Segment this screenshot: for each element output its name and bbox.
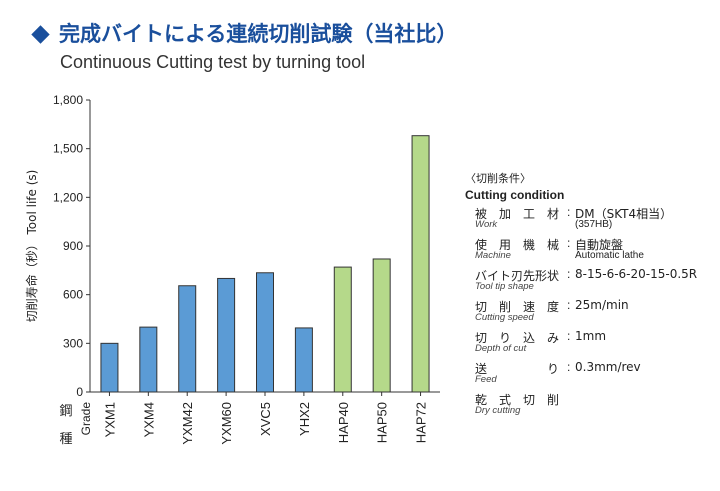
y-tick-label: 900 (63, 239, 83, 253)
x-tick-label: HAP40 (336, 402, 351, 443)
x-tick-label: YXM60 (219, 402, 234, 445)
x-tick-label: YHX2 (297, 402, 312, 436)
condition-colon: : (567, 329, 571, 343)
condition-value: 自動旋盤 (575, 238, 624, 252)
page-subtitle: Continuous Cutting test by turning tool (60, 52, 366, 72)
cutting-conditions-panel: 〈切削条件〉 Cutting condition 被 加 工 材 Work DM（S… (465, 170, 715, 422)
condition-colon: : (567, 205, 571, 219)
y-tick-label: 1,500 (53, 142, 83, 156)
y-axis-label: 切削寿命（秒） Tool life (s) (24, 170, 39, 323)
condition-label-en: Dry cutting (475, 405, 521, 416)
x-axis-label-en: Grade (79, 402, 93, 436)
condition-colon: : (567, 236, 571, 250)
condition-label-en: Machine (475, 250, 511, 261)
y-tick-label: 300 (63, 336, 83, 350)
bar (139, 326, 158, 393)
title-jp-text: 完成バイトによる連続切削試験（当社比） (59, 22, 458, 46)
condition-row: 乾 式 切 削 Dry cutting (465, 391, 715, 422)
condition-value: 8-15-6-6-20-15-0.5R (575, 267, 698, 281)
condition-label-jp: 被 加 工 材 (475, 207, 560, 221)
condition-label-jp: 切 り 込 み (475, 331, 560, 345)
bar (178, 285, 197, 393)
condition-label-en: Feed (475, 374, 497, 385)
condition-label-en: Cutting speed (475, 312, 534, 323)
condition-label-jp: 送 り (475, 362, 560, 376)
conditions-heading-en: Cutting condition (465, 188, 565, 202)
condition-row: 切 削 速 度 Cutting speed 25m/min: (465, 298, 715, 329)
condition-colon: : (567, 298, 571, 312)
x-tick-label: XVC5 (258, 402, 273, 436)
bar (411, 135, 430, 393)
condition-colon: : (567, 267, 571, 281)
condition-label-en: Work (475, 219, 498, 230)
condition-row: 切 り 込 み Depth of cut 1mm: (465, 329, 715, 360)
condition-label-en: Tool tip shape (475, 281, 534, 292)
x-tick-label: HAP72 (414, 402, 429, 443)
y-tick-label: 1,200 (53, 190, 83, 204)
condition-value: DM（SKT4相当） (575, 207, 673, 221)
x-tick-label: YXM42 (180, 402, 195, 445)
condition-value: 0.3mm/rev (575, 360, 641, 374)
bar (217, 277, 236, 393)
y-tick-label: 1,800 (53, 93, 83, 107)
condition-row: 使 用 機 械 Machine 自動旋盤 Automatic lathe: (465, 236, 715, 267)
condition-label-jp: 乾 式 切 削 (475, 393, 560, 407)
bar (100, 342, 119, 393)
condition-value: 1mm (575, 329, 607, 343)
condition-value: 25m/min (575, 298, 629, 312)
condition-label-en: Depth of cut (475, 343, 527, 354)
conditions-heading-jp: 〈切削条件〉 (465, 172, 531, 185)
bar (294, 327, 313, 393)
condition-label-jp: 切 削 速 度 (475, 300, 560, 314)
x-axis-label-jp-char: 鋼 (59, 404, 72, 419)
condition-label-jp: 使 用 機 械 (475, 238, 560, 252)
y-tick-label: 0 (76, 385, 83, 399)
x-axis-label-jp-char: 種 (59, 431, 72, 447)
bar (372, 258, 391, 393)
condition-row: バイト刃先形状 Tool tip shape 8-15-6-6-20-15-0.5R… (465, 267, 715, 298)
x-tick-label: YXM1 (102, 402, 117, 437)
condition-row: 送 り Feed 0.3mm/rev: (465, 360, 715, 391)
y-tick-label: 600 (63, 288, 83, 302)
condition-value-sub: Automatic lathe (575, 250, 644, 261)
bar (333, 266, 352, 393)
x-tick-label: YXM4 (141, 402, 156, 437)
condition-label-jp: バイト刃先形状 (475, 269, 560, 283)
x-tick-label: HAP50 (375, 402, 390, 443)
conditions-list: 被 加 工 材 Work DM（SKT4相当） (357HB): 使 用 機 械 Mach… (465, 205, 715, 422)
condition-value-sub: (357HB) (575, 219, 613, 230)
condition-row: 被 加 工 材 Work DM（SKT4相当） (357HB): (465, 205, 715, 236)
bar (256, 272, 274, 393)
page-title: 完成バイトによる連続切削試験（当社比） (30, 18, 457, 48)
condition-colon: : (567, 360, 571, 374)
